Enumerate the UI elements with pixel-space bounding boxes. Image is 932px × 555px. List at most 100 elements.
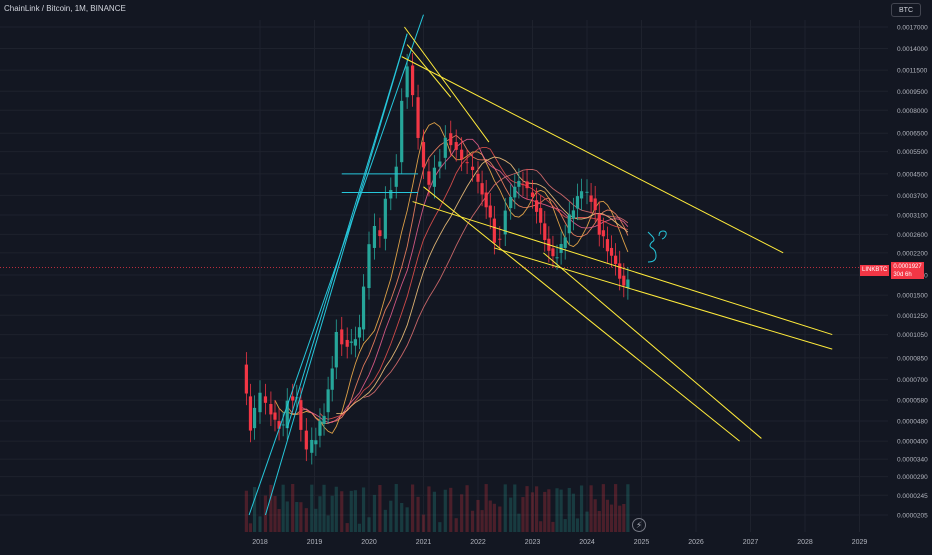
candle-body (443, 137, 447, 158)
candle-body (318, 420, 322, 436)
currency-button[interactable]: BTC (891, 3, 921, 17)
candle-body (563, 237, 567, 248)
volume-bar (361, 487, 366, 532)
volume-bar (394, 484, 398, 532)
y-tick-label: 0.0000340 (897, 457, 928, 464)
candle-body (480, 183, 484, 195)
candle-body (601, 230, 605, 237)
y-tick-label: 0.0000400 (897, 439, 928, 446)
candle-body (291, 396, 295, 401)
volume-bar (340, 491, 344, 532)
volume-bar (248, 523, 253, 532)
x-tick-label: 2019 (307, 539, 323, 546)
volume-bar (492, 503, 496, 532)
tradingview-logo-icon[interactable]: ⚡ (632, 518, 646, 532)
volume-bar (593, 499, 597, 532)
volume-bar (488, 500, 492, 532)
candle-body (252, 407, 257, 429)
volume-bar (575, 518, 580, 532)
volume-bar (349, 490, 353, 532)
candle-body (349, 341, 353, 343)
candle-body (593, 198, 597, 211)
candle-body (277, 421, 281, 429)
volume-bar (498, 506, 502, 532)
candle-body (258, 392, 262, 413)
volume-bar (547, 489, 551, 532)
volume-bar (258, 516, 262, 532)
volume-bar (571, 493, 575, 532)
volume-bar (543, 491, 547, 532)
candle-body (525, 181, 529, 189)
candle-body (438, 161, 442, 167)
x-tick-label: 2018 (252, 539, 268, 546)
volume-bar (454, 518, 458, 532)
volume-bar (438, 522, 442, 532)
candle-body (405, 66, 409, 98)
candle-body (299, 400, 303, 430)
candle-body (597, 214, 601, 235)
volume-bar (416, 496, 420, 532)
last-price-tag: LINKBTC 0.0001927 30d 6h (860, 262, 930, 279)
candle-body (521, 184, 525, 186)
y-tick-label: 0.0001500 (897, 293, 928, 300)
volume-bar (427, 486, 431, 532)
volume-bar (465, 485, 469, 532)
candle-body (400, 100, 404, 163)
volume-bar (304, 508, 308, 532)
y-tick-label: 0.0001050 (897, 332, 928, 339)
chart-title: ChainLink / Bitcoin, 1M, BINANCE (4, 4, 126, 13)
candles (244, 52, 630, 465)
x-tick-label: 2028 (797, 539, 813, 546)
y-tick-label: 0.0000850 (897, 355, 928, 362)
candle-body (263, 396, 268, 403)
candle-body (509, 196, 513, 209)
volume-bar (367, 517, 371, 532)
trendline-drawings (248, 14, 833, 516)
candle-body (609, 247, 614, 256)
moving-average-line (336, 156, 629, 415)
volume-bar (563, 519, 567, 532)
volume-bar (484, 484, 488, 532)
volume-bar (449, 487, 453, 532)
candle-body (361, 286, 366, 330)
volume-bar (383, 509, 387, 532)
trendline (401, 56, 784, 254)
trendline (543, 252, 762, 439)
candle-body (454, 142, 458, 150)
candle-body (314, 440, 318, 445)
x-tick-label: 2021 (416, 539, 432, 546)
y-tick-label: 0.0009500 (897, 89, 928, 96)
y-tick-label: 0.0008000 (897, 108, 928, 115)
candle-body (460, 149, 464, 160)
volume-bar (585, 511, 589, 532)
candle-body (372, 225, 377, 248)
candle-body (357, 327, 362, 338)
volume-bar (614, 484, 618, 532)
candle-body (585, 191, 589, 193)
moving-average-line (300, 138, 629, 423)
candle-body (498, 238, 502, 240)
candle-body (378, 230, 382, 237)
candle-body (513, 186, 517, 198)
volume-bar (310, 484, 314, 532)
x-tick-label: 2027 (743, 539, 759, 546)
time-axis: 2018 2019 2020 2021 2022 2023 2024 2025 2026 2027… (252, 539, 867, 546)
volume-bar (539, 521, 543, 532)
y-tick-label: 0.0004500 (897, 171, 928, 178)
volume-bar (521, 497, 525, 532)
volume-bar (299, 502, 303, 532)
candle-body (334, 331, 338, 368)
volume-bar (513, 484, 517, 532)
candle-body (589, 195, 593, 202)
x-tick-label: 2020 (361, 539, 377, 546)
candle-body (484, 192, 488, 208)
y-tick-label: 0.0003100 (897, 212, 928, 219)
candle-body (626, 279, 630, 289)
trendline (404, 26, 490, 143)
channel-line (286, 33, 408, 429)
candle-body (465, 162, 469, 164)
volume-bar (559, 489, 563, 532)
candle-body (503, 210, 507, 235)
